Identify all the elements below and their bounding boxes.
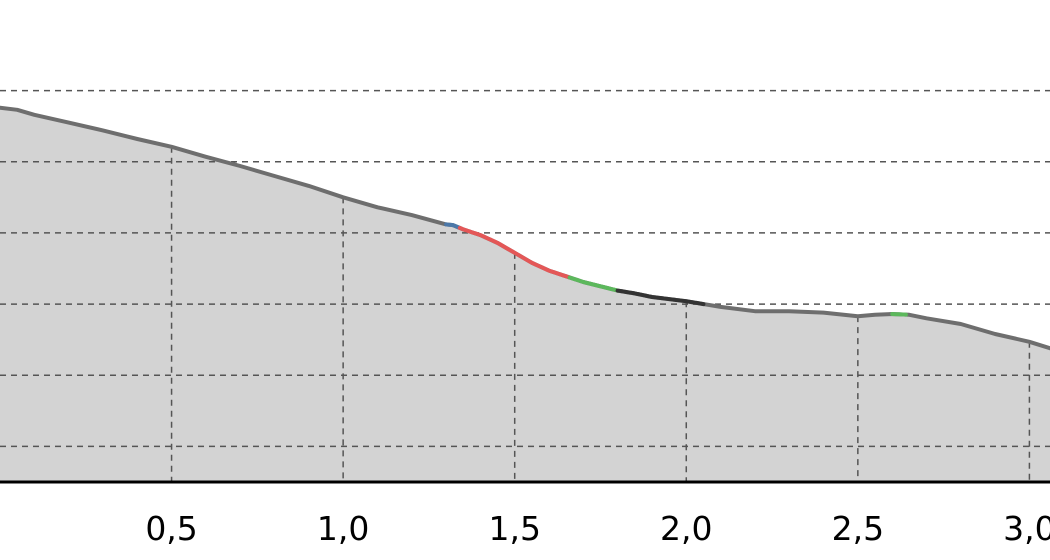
x-tick-label: 3,0 — [1003, 509, 1050, 548]
profile-segment — [457, 225, 572, 280]
x-tick-label: 2,0 — [660, 509, 712, 548]
area-fill — [0, 107, 1050, 482]
tick-label-layer: 0,5 1,0 1,5 2,0 2,5 3,0 — [145, 509, 1050, 548]
x-tick-label: 1,0 — [317, 509, 369, 548]
x-tick-label: 0,5 — [145, 509, 197, 548]
profile-segment — [615, 288, 706, 307]
x-tick-label: 1,5 — [488, 509, 540, 548]
profile-segment — [444, 222, 462, 230]
profile-segment — [567, 275, 620, 293]
grid-layer — [0, 89, 1050, 482]
area-layer — [0, 107, 1050, 482]
profile-line-group — [0, 105, 1050, 351]
profile-segment — [890, 312, 908, 317]
x-tick-label: 2,5 — [832, 509, 884, 548]
